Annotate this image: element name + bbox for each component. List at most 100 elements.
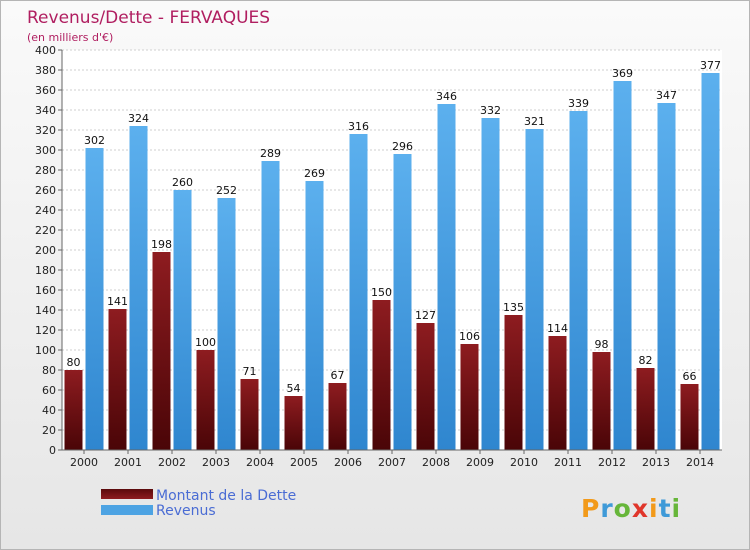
x-tick-label: 2013 [642,456,670,469]
x-tick-label: 2010 [510,456,538,469]
bar-revenus-2014 [701,73,720,450]
bar-dette-2009 [460,344,479,450]
data-label: 296 [392,140,413,153]
y-tick-label: 20 [42,424,56,437]
chart-subtitle: (en milliers d'€) [27,31,113,44]
data-label: 339 [568,97,589,110]
x-tick-label: 2002 [158,456,186,469]
data-label: 269 [304,167,325,180]
x-tick-label: 2000 [70,456,98,469]
bar-dette-2007 [372,300,391,450]
legend: Montant de la Dette Revenus [101,488,296,519]
y-tick-label: 260 [35,184,56,197]
y-axis: 0 20 40 60 80 100 120 140 160 180 200 220 240 260 280 3… [35,44,63,457]
bar-dette-2004 [240,379,259,450]
data-label: 80 [67,356,81,369]
bar-revenus-2005 [305,181,324,450]
data-label: 332 [480,104,501,117]
x-tick-label: 2006 [334,456,362,469]
y-tick-label: 380 [35,64,56,77]
y-tick-label: 200 [35,244,56,257]
data-label: 82 [639,354,653,367]
y-tick-label: 180 [35,264,56,277]
x-tick-label: 2004 [246,456,274,469]
data-label: 141 [107,295,128,308]
data-label: 114 [547,322,568,335]
bars: 80 302 141 324 198 260 100 252 71 289 54 269 67 316 15… [64,59,721,450]
data-label: 67 [331,369,345,382]
bar-revenus-2000 [85,148,104,450]
x-tick-label: 2007 [378,456,406,469]
data-label: 127 [415,309,436,322]
bar-revenus-2010 [525,129,544,450]
y-tick-label: 60 [42,384,56,397]
bar-dette-2010 [504,315,523,450]
y-tick-label: 40 [42,404,56,417]
data-label: 377 [700,59,721,72]
bar-revenus-2003 [217,198,236,450]
bar-revenus-2011 [569,111,588,450]
y-tick-label: 100 [35,344,56,357]
data-label: 289 [260,147,281,160]
bar-dette-2013 [636,368,655,450]
x-tick-label: 2011 [554,456,582,469]
bar-revenus-2012 [613,81,632,450]
bar-dette-2014 [680,384,699,450]
y-tick-label: 400 [35,44,56,57]
data-label: 98 [595,338,609,351]
x-axis: 2000 2001 2002 2003 2004 2005 2006 2007 2008 2009… [62,449,722,469]
bar-dette-2012 [592,352,611,450]
legend-swatch-revenus [101,505,153,515]
data-label: 54 [287,382,301,395]
bar-dette-2002 [152,252,171,450]
bar-revenus-2007 [393,154,412,450]
bar-revenus-2002 [173,190,192,450]
data-label: 316 [348,120,369,133]
bar-dette-2000 [64,370,83,450]
data-label: 106 [459,330,480,343]
bar-dette-2011 [548,336,567,450]
data-label: 198 [151,238,172,251]
bar-revenus-2008 [437,104,456,450]
bar-dette-2005 [284,396,303,450]
data-label: 260 [172,176,193,189]
legend-swatch-debt [101,489,153,499]
y-tick-label: 280 [35,164,56,177]
y-tick-label: 160 [35,284,56,297]
bar-revenus-2013 [657,103,676,450]
x-tick-label: 2012 [598,456,626,469]
proxiti-logo: Proxiti [581,494,681,523]
legend-label-revenus: Revenus [156,503,216,519]
legend-label-debt: Montant de la Dette [156,488,296,504]
y-tick-label: 140 [35,304,56,317]
data-label: 321 [524,115,545,128]
data-label: 252 [216,184,237,197]
bar-dette-2001 [108,309,127,450]
x-tick-label: 2014 [686,456,714,469]
y-tick-label: 320 [35,124,56,137]
bar-revenus-2006 [349,134,368,450]
data-label: 302 [84,134,105,147]
bar-dette-2003 [196,350,215,450]
y-tick-label: 80 [42,364,56,377]
x-tick-label: 2009 [466,456,494,469]
svg-text:Proxiti: Proxiti [581,494,681,523]
y-tick-label: 220 [35,224,56,237]
x-tick-label: 2008 [422,456,450,469]
y-tick-label: 120 [35,324,56,337]
data-label: 66 [683,370,697,383]
bar-revenus-2001 [129,126,148,450]
data-label: 135 [503,301,524,314]
bar-dette-2008 [416,323,435,450]
data-label: 150 [371,286,392,299]
bar-dette-2006 [328,383,347,450]
x-tick-label: 2005 [290,456,318,469]
bar-revenus-2009 [481,118,500,450]
y-tick-label: 300 [35,144,56,157]
data-label: 100 [195,336,216,349]
chart-title: Revenus/Dette - FERVAQUES [27,8,270,28]
y-tick-label: 240 [35,204,56,217]
data-label: 347 [656,89,677,102]
x-tick-label: 2001 [114,456,142,469]
